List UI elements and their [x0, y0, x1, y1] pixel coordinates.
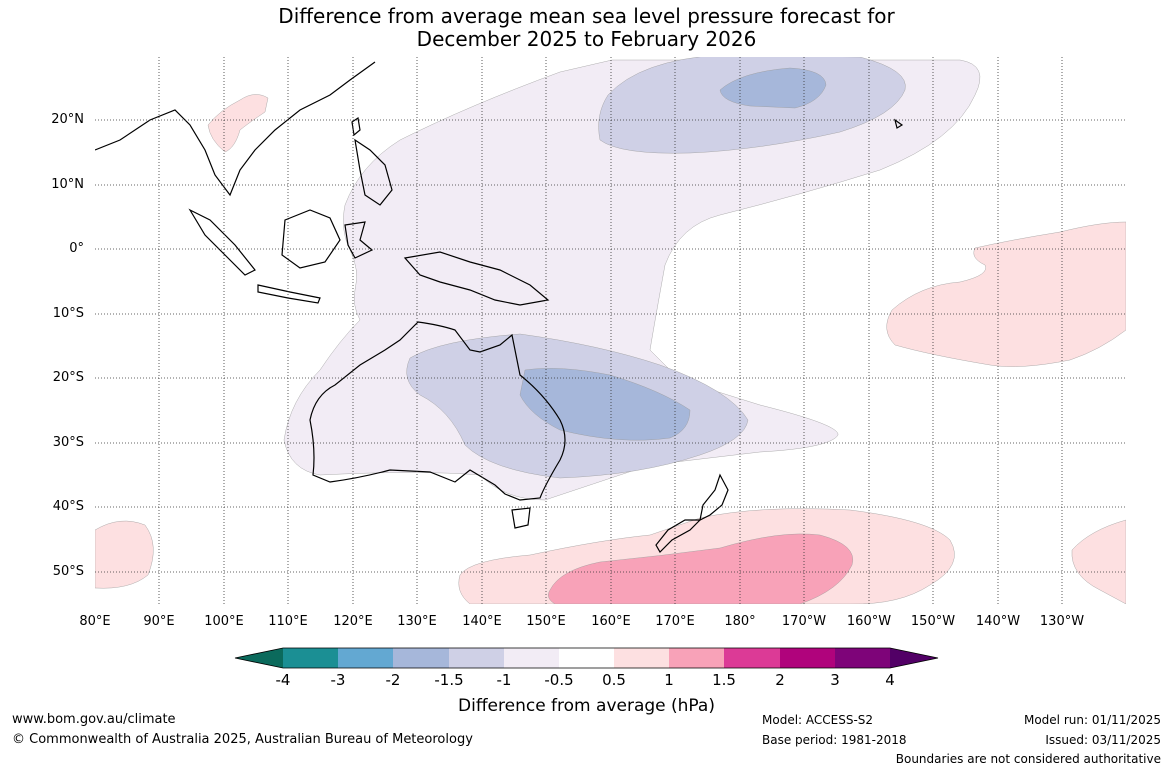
colorbar-tick-label: 0.5: [602, 671, 626, 689]
lon-label: 180°: [724, 614, 756, 629]
anomaly-region-australia-core: [519, 368, 691, 441]
lat-label: 20°N: [51, 112, 84, 127]
lon-label: 170°E: [655, 614, 695, 629]
lon-label: 110°E: [268, 614, 308, 629]
colorbar-swatch: [449, 648, 504, 668]
lon-label: 130°E: [397, 614, 437, 629]
lon-label: 140°W: [975, 614, 1021, 629]
lon-label: 90°E: [143, 614, 175, 629]
lat-label: 0°: [69, 241, 84, 256]
sulawesi-coast: [344, 221, 374, 259]
lon-label: 120°E: [333, 614, 373, 629]
colorbar-swatch: [338, 648, 393, 668]
lat-label: 50°S: [52, 564, 84, 579]
colorbar-tick-label: 1: [664, 671, 674, 689]
anomaly-region-north-pacific-core: [719, 67, 827, 109]
anomaly-region-east-pacific-high: [1071, 519, 1126, 604]
anomaly-region-east-pacific-high: [886, 221, 1126, 367]
colorbar-title: Difference from average (hPa): [458, 696, 715, 716]
anomaly-region-east-pacific-high: [95, 520, 154, 589]
colorbar-tick-label: 4: [885, 671, 895, 689]
new-zealand-north-coast: [699, 473, 729, 522]
copyright-text: © Commonwealth of Australia 2025, Austra…: [12, 732, 473, 747]
lon-label: 170°W: [781, 614, 827, 629]
lon-label: 150°W: [910, 614, 956, 629]
anomaly-region-indochina-high: [207, 94, 269, 153]
lat-label: 30°S: [52, 435, 84, 450]
colorbar-tick-label: -3: [330, 671, 346, 689]
lon-label: 140°E: [462, 614, 502, 629]
colorbar-swatch: [393, 648, 449, 668]
lon-label: 150°E: [526, 614, 566, 629]
new-guinea-coast: [403, 251, 550, 306]
colorbar-swatch: [559, 648, 614, 668]
java-coast: [257, 284, 321, 304]
lon-label: 80°E: [79, 614, 111, 629]
colorbar-upper-extension: [890, 648, 938, 668]
colorbar-lower-extension: [235, 648, 283, 668]
colorbar-tick-label: -4: [275, 671, 291, 689]
website-link[interactable]: www.bom.gov.au/climate: [12, 712, 176, 727]
borneo-coast: [281, 209, 341, 269]
colorbar-tick-label: -1: [496, 671, 512, 689]
new-zealand-south-coast: [655, 519, 702, 553]
map-title-line-2: December 2025 to February 2026: [416, 27, 757, 51]
mainland-asia-coast: [95, 61, 376, 197]
colorbar-swatch: [504, 648, 559, 668]
lat-label: 10°N: [51, 177, 84, 192]
australia-coast: [309, 321, 566, 501]
boundary-disclaimer: Boundaries are not considered authoritat…: [895, 752, 1161, 766]
taiwan-coast: [351, 116, 361, 137]
colorbar-swatch: [724, 648, 780, 668]
colorbar: [234, 647, 939, 669]
anomaly-region-southern-ocean-core: [548, 533, 854, 604]
lat-label: 40°S: [52, 499, 84, 514]
colorbar-tick-label: 2: [775, 671, 785, 689]
colorbar-swatch: [614, 648, 669, 668]
colorbar-tick-label: -1.5: [434, 671, 464, 689]
model-run-date: Model run: 01/11/2025: [1023, 713, 1161, 727]
model-name: Model: ACCESS-S2: [762, 713, 874, 727]
coastlines: [95, 61, 904, 553]
tasmania-coast: [511, 507, 531, 529]
lat-label: 20°S: [52, 370, 84, 385]
hawaii-coast: [894, 118, 904, 129]
map-title-line-1: Difference from average mean sea level p…: [278, 4, 895, 28]
sumatra-coast: [188, 208, 256, 276]
graticule: [95, 57, 1126, 604]
colorbar-tick-label: 3: [830, 671, 840, 689]
lon-label: 160°W: [846, 614, 892, 629]
colorbar-swatch: [283, 648, 338, 668]
lon-label: 160°E: [591, 614, 631, 629]
base-period: Base period: 1981-2018: [762, 733, 907, 747]
issued-date: Issued: 03/11/2025: [1045, 733, 1161, 747]
lon-label: 130°W: [1039, 614, 1085, 629]
colorbar-swatch: [669, 648, 724, 668]
lat-label: 10°S: [52, 306, 84, 321]
lon-label: 100°E: [204, 614, 244, 629]
colorbar-tick-label: 1.5: [712, 671, 736, 689]
colorbar-tick-label: -0.5: [544, 671, 574, 689]
colorbar-swatch: [835, 648, 890, 668]
philippines-coast: [354, 138, 393, 206]
colorbar-tick-label: -2: [385, 671, 401, 689]
colorbar-swatch: [780, 648, 835, 668]
